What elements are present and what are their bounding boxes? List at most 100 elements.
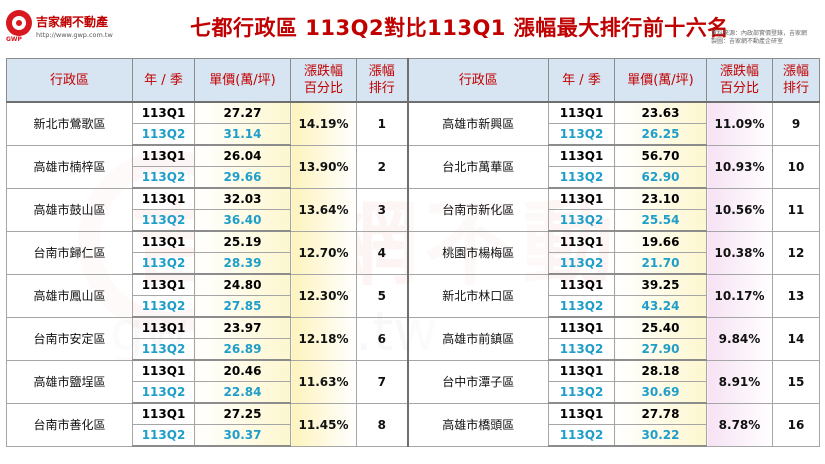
table-row: 高雄市鹽埕區 113Q1 20.46 11.63% 7 台中市潭子區 113Q1 28.18 8… (6, 359, 820, 404)
change-percent-cell: 14.19% (290, 101, 357, 146)
table-row: 113Q2 22.84 113Q2 30.69 (7, 381, 820, 404)
price-cell-q1: 27.27 (194, 101, 291, 124)
district-cell: 高雄市鼓山區 (6, 187, 133, 232)
price-cell-q1: 25.19 (194, 230, 291, 253)
period-cell-q1: 113Q1 (132, 230, 195, 253)
price-cell-q2: 28.39 (194, 252, 291, 275)
period-cell-q2: 113Q2 (548, 123, 615, 146)
district-cell: 高雄市前鎮區 (406, 316, 549, 361)
period-cell-q2: 113Q2 (132, 338, 195, 361)
period-cell-q2: 113Q2 (132, 424, 195, 447)
rank-cell: 9 (772, 101, 820, 146)
period-cell-q1: 113Q1 (132, 101, 195, 124)
header-change-line2: 百分比 (719, 81, 759, 96)
rank-cell: 3 (356, 187, 408, 232)
period-cell-q1: 113Q1 (548, 273, 615, 296)
change-percent-cell: 11.63% (290, 359, 357, 404)
ranking-table: 行政區 年 / 季 單價(萬/坪) 漲跌幅 百分比 漲幅 排行 行政區 年 / 季 … (6, 58, 820, 447)
period-cell-q1: 113Q1 (132, 273, 195, 296)
rank-cell: 6 (356, 316, 408, 361)
price-cell-q2: 22.84 (194, 381, 291, 404)
change-percent-cell: 8.91% (706, 359, 773, 404)
price-cell-q2: 27.90 (614, 338, 707, 361)
table-header-row: 行政區 年 / 季 單價(萬/坪) 漲跌幅 百分比 漲幅 排行 行政區 年 / 季 … (6, 58, 820, 103)
header-district: 行政區 (6, 58, 133, 103)
brand-logo-icon (6, 10, 32, 36)
table-row: 高雄市鼓山區 113Q1 32.03 13.64% 3 台南市新化區 113Q1 23.10 1… (6, 187, 820, 232)
source-line: 資料來源：內政部實價登錄，吉家網 (710, 30, 807, 37)
price-cell-q2: 30.69 (614, 381, 707, 404)
change-percent-cell: 12.18% (290, 316, 357, 361)
brand-name: 吉家網不動產 (36, 15, 109, 29)
rank-cell: 1 (356, 101, 408, 146)
rank-cell: 10 (772, 144, 820, 189)
price-cell-q2: 30.22 (614, 424, 707, 447)
header-rank-line2: 排行 (368, 81, 395, 96)
rank-cell: 14 (772, 316, 820, 361)
table-row: 台南市安定區 113Q1 23.97 12.18% 6 高雄市前鎮區 113Q1 25.40 9… (6, 316, 820, 361)
period-cell-q2: 113Q2 (548, 166, 615, 189)
header-change-line2: 百分比 (303, 81, 343, 96)
brand-url: http://www.gwp.com.tw (36, 31, 113, 39)
district-cell: 台北市萬華區 (406, 144, 549, 189)
table-row: 113Q2 26.89 113Q2 27.90 (7, 338, 820, 361)
table-row: 台南市善化區 113Q1 27.25 11.45% 8 高雄市橋頭區 113Q1 27.78 8… (6, 402, 820, 447)
source-line: 製圖：吉家網不動產企研室 (710, 38, 783, 45)
header-district: 行政區 (406, 58, 549, 103)
header-rank-line2: 排行 (782, 81, 809, 96)
header-change: 漲跌幅 百分比 (706, 58, 773, 103)
price-cell-q1: 28.18 (614, 359, 707, 382)
period-cell-q1: 113Q1 (132, 402, 195, 425)
price-cell-q2: 27.85 (194, 295, 291, 318)
header-rank: 漲幅 排行 (772, 58, 820, 103)
period-cell-q1: 113Q1 (132, 144, 195, 167)
header-bar: GWP 吉家網不動產 http://www.gwp.com.tw 七都行政區 1… (0, 0, 825, 56)
header-change-line1: 漲跌幅 (303, 64, 343, 79)
change-percent-cell: 11.09% (706, 101, 773, 146)
rank-cell: 5 (356, 273, 408, 318)
period-cell-q2: 113Q2 (548, 381, 615, 404)
period-cell-q1: 113Q1 (548, 101, 615, 124)
header-rank-line1: 漲幅 (368, 64, 395, 79)
period-cell-q2: 113Q2 (548, 295, 615, 318)
table-body: 新北市鶯歌區 113Q1 27.27 14.19% 1 高雄市新興區 113Q1 23.63 1… (6, 101, 820, 447)
price-cell-q2: 26.25 (614, 123, 707, 146)
rank-cell: 16 (772, 402, 820, 447)
period-cell-q2: 113Q2 (132, 295, 195, 318)
table-row: 113Q2 29.66 113Q2 62.90 (7, 166, 820, 189)
rank-cell: 8 (356, 402, 408, 447)
price-cell-q1: 27.25 (194, 402, 291, 425)
table-row: 113Q2 30.37 113Q2 30.22 (7, 424, 820, 447)
district-cell: 高雄市鹽埕區 (6, 359, 133, 404)
change-percent-cell: 10.56% (706, 187, 773, 232)
price-cell-q2: 36.40 (194, 209, 291, 232)
price-cell-q2: 29.66 (194, 166, 291, 189)
change-percent-cell: 13.64% (290, 187, 357, 232)
period-cell-q1: 113Q1 (548, 230, 615, 253)
period-cell-q1: 113Q1 (132, 359, 195, 382)
price-cell-q2: 30.37 (194, 424, 291, 447)
header-price: 單價(萬/坪) (614, 58, 707, 103)
table-row: 113Q2 31.14 113Q2 26.25 (7, 123, 820, 146)
district-cell: 桃園市楊梅區 (406, 230, 549, 275)
price-cell-q1: 27.78 (614, 402, 707, 425)
brand-logo-tag: GWP (6, 36, 22, 43)
period-cell-q1: 113Q1 (132, 187, 195, 210)
price-cell-q1: 20.46 (194, 359, 291, 382)
period-cell-q2: 113Q2 (132, 123, 195, 146)
table-row: 113Q2 27.85 113Q2 43.24 (7, 295, 820, 318)
header-rank-line1: 漲幅 (782, 64, 809, 79)
period-cell-q1: 113Q1 (548, 359, 615, 382)
period-cell-q2: 113Q2 (132, 166, 195, 189)
price-cell-q2: 43.24 (614, 295, 707, 318)
rank-cell: 7 (356, 359, 408, 404)
district-cell: 台南市善化區 (6, 402, 133, 447)
price-cell-q2: 26.89 (194, 338, 291, 361)
period-cell-q2: 113Q2 (548, 252, 615, 275)
source-note: 資料來源：內政部實價登錄，吉家網 製圖：吉家網不動產企研室 (711, 30, 807, 46)
brand-logo: GWP 吉家網不動產 http://www.gwp.com.tw (6, 10, 154, 46)
change-percent-cell: 11.45% (290, 402, 357, 447)
price-cell-q2: 21.70 (614, 252, 707, 275)
change-percent-cell: 13.90% (290, 144, 357, 189)
period-cell-q2: 113Q2 (132, 381, 195, 404)
